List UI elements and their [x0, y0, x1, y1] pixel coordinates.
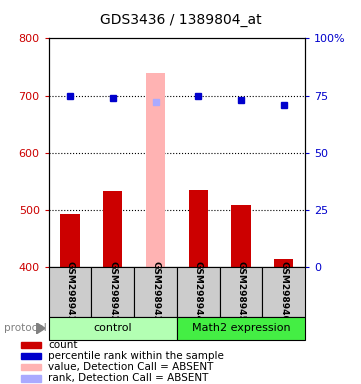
Bar: [146, 73, 165, 267]
Text: GSM298941: GSM298941: [66, 262, 75, 322]
Bar: [262, 267, 305, 317]
Bar: [49, 317, 177, 340]
Bar: [21, 376, 41, 382]
Text: protocol: protocol: [4, 323, 46, 333]
Text: GSM298944: GSM298944: [194, 262, 203, 322]
Bar: [274, 260, 293, 267]
Text: Math2 expression: Math2 expression: [192, 323, 290, 333]
Bar: [177, 317, 305, 340]
Bar: [21, 364, 41, 371]
Text: value, Detection Call = ABSENT: value, Detection Call = ABSENT: [48, 362, 213, 372]
Bar: [177, 267, 219, 317]
Bar: [91, 267, 134, 317]
Text: GSM298942: GSM298942: [108, 262, 117, 322]
Bar: [219, 267, 262, 317]
Bar: [189, 190, 208, 267]
Text: rank, Detection Call = ABSENT: rank, Detection Call = ABSENT: [48, 374, 208, 384]
Bar: [231, 205, 251, 267]
Text: control: control: [93, 323, 132, 333]
Text: percentile rank within the sample: percentile rank within the sample: [48, 351, 224, 361]
Text: GSM298946: GSM298946: [279, 262, 288, 322]
Bar: [21, 353, 41, 359]
Text: GSM298945: GSM298945: [236, 262, 245, 322]
Text: count: count: [48, 340, 77, 350]
Bar: [61, 214, 80, 267]
Text: GDS3436 / 1389804_at: GDS3436 / 1389804_at: [100, 13, 261, 27]
Bar: [21, 342, 41, 348]
Bar: [103, 191, 122, 267]
Text: GSM298943: GSM298943: [151, 262, 160, 322]
Bar: [49, 267, 91, 317]
Bar: [134, 267, 177, 317]
Polygon shape: [36, 323, 45, 334]
